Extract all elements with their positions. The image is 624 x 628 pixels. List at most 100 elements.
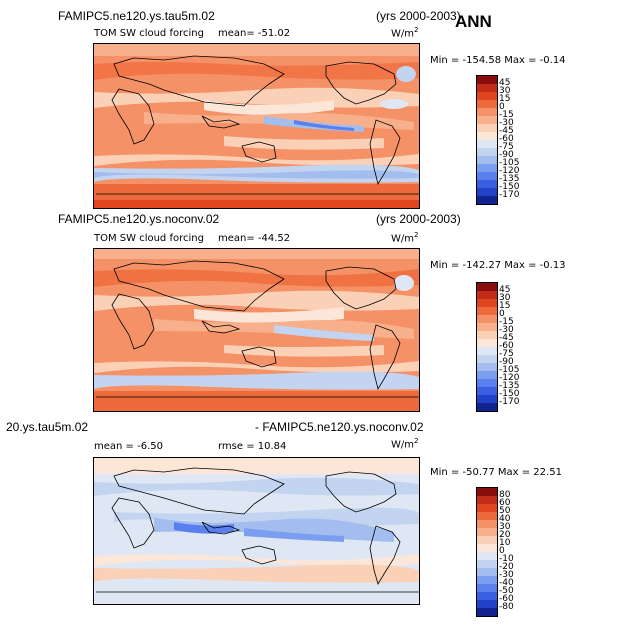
colorbar-swatch xyxy=(477,600,497,608)
colorbar-swatch xyxy=(477,395,497,403)
panel2-map xyxy=(93,248,420,412)
panel2-mean: mean= -44.52 xyxy=(218,233,291,244)
colorbar-label: -135 xyxy=(499,174,520,184)
colorbar-label: -30 xyxy=(499,325,514,335)
colorbar-swatch xyxy=(477,299,497,307)
panel1-case-title: FAMIPC5.ne120.ys.tau5m.02 xyxy=(58,9,215,23)
colorbar-label: 30 xyxy=(499,86,511,96)
panel1-mean: mean= -51.02 xyxy=(218,28,291,39)
panel1-field-title: TOM SW cloud forcing xyxy=(94,28,204,39)
panel1-minmax: Min = -154.58 Max = -0.14 xyxy=(430,55,566,66)
colorbar-label: -150 xyxy=(499,389,520,399)
colorbar-label: -15 xyxy=(499,317,514,327)
colorbar-label: 40 xyxy=(499,514,511,524)
colorbar-swatch xyxy=(477,560,497,568)
colorbar-label: -170 xyxy=(499,190,520,200)
panel1-years: (yrs 2000-2003) xyxy=(376,9,461,23)
colorbar-label: 0 xyxy=(499,546,505,556)
annual-label: ANN xyxy=(455,12,492,31)
colorbar-label: 80 xyxy=(499,490,511,500)
colorbar-swatch xyxy=(477,108,497,116)
colorbar-swatch xyxy=(477,315,497,323)
colorbar-label: -90 xyxy=(499,150,514,160)
colorbar-swatch xyxy=(477,140,497,148)
colorbar-label: 15 xyxy=(499,94,511,104)
colorbar-swatch xyxy=(477,283,497,291)
panel2-minmax: Min = -142.27 Max = -0.13 xyxy=(430,260,566,271)
colorbar-label: -80 xyxy=(499,602,514,612)
colorbar-swatch xyxy=(477,544,497,552)
panel3-colorbar xyxy=(476,487,498,617)
colorbar-label: -75 xyxy=(499,142,514,152)
colorbar-label: -30 xyxy=(499,570,514,580)
colorbar-swatch xyxy=(477,172,497,180)
colorbar-swatch xyxy=(477,576,497,584)
colorbar-label: 10 xyxy=(499,538,511,548)
panel2-field-title: TOM SW cloud forcing xyxy=(94,233,204,244)
panel3-rmse: rmse = 10.84 xyxy=(218,441,287,452)
colorbar-label: -60 xyxy=(499,341,514,351)
colorbar-label: 0 xyxy=(499,309,505,319)
colorbar-swatch xyxy=(477,347,497,355)
colorbar-swatch xyxy=(477,504,497,512)
colorbar-label: 60 xyxy=(499,498,511,508)
colorbar-swatch xyxy=(477,307,497,315)
colorbar-swatch xyxy=(477,512,497,520)
colorbar-swatch xyxy=(477,132,497,140)
panel3-units: W/m2 xyxy=(391,437,419,451)
colorbar-label: -45 xyxy=(499,126,514,136)
colorbar-swatch xyxy=(477,568,497,576)
colorbar-swatch xyxy=(477,76,497,84)
colorbar-swatch xyxy=(477,488,497,496)
colorbar-label: -75 xyxy=(499,349,514,359)
colorbar-swatch xyxy=(477,584,497,592)
colorbar-label: 50 xyxy=(499,506,511,516)
panel2-years: (yrs 2000-2003) xyxy=(376,212,461,226)
colorbar-swatch xyxy=(477,92,497,100)
colorbar-label: -105 xyxy=(499,158,520,168)
colorbar-swatch xyxy=(477,387,497,395)
colorbar-label: -50 xyxy=(499,586,514,596)
colorbar-label: 20 xyxy=(499,530,511,540)
colorbar-label: -20 xyxy=(499,562,514,572)
colorbar-swatch xyxy=(477,520,497,528)
colorbar-label: -150 xyxy=(499,182,520,192)
colorbar-swatch xyxy=(477,403,497,411)
colorbar-label: 45 xyxy=(499,78,511,88)
colorbar-swatch xyxy=(477,116,497,124)
colorbar-swatch xyxy=(477,291,497,299)
colorbar-label: -40 xyxy=(499,578,514,588)
panel3-case-title-right: - FAMIPC5.ne120.ys.noconv.02 xyxy=(255,420,424,434)
colorbar-label: -105 xyxy=(499,365,520,375)
colorbar-label: -30 xyxy=(499,118,514,128)
colorbar-swatch xyxy=(477,339,497,347)
colorbar-label: -45 xyxy=(499,333,514,343)
panel2-colorbar xyxy=(476,282,498,412)
colorbar-label: 30 xyxy=(499,293,511,303)
panel2-units: W/m2 xyxy=(391,231,419,245)
colorbar-label: 30 xyxy=(499,522,511,532)
colorbar-swatch xyxy=(477,180,497,188)
colorbar-label: 0 xyxy=(499,102,505,112)
colorbar-label: -15 xyxy=(499,110,514,120)
colorbar-label: 15 xyxy=(499,301,511,311)
panel1-map xyxy=(93,43,420,209)
colorbar-swatch xyxy=(477,323,497,331)
panel3-case-title-left: 20.ys.tau5m.02 xyxy=(6,420,89,434)
colorbar-label: -120 xyxy=(499,166,520,176)
panel1-units: W/m2 xyxy=(391,26,419,40)
panel3-minmax: Min = -50.77 Max = 22.51 xyxy=(430,467,562,478)
colorbar-label: -120 xyxy=(499,373,520,383)
colorbar-label: 45 xyxy=(499,285,511,295)
colorbar-swatch xyxy=(477,196,497,204)
colorbar-label: -170 xyxy=(499,397,520,407)
colorbar-swatch xyxy=(477,528,497,536)
colorbar-label: -135 xyxy=(499,381,520,391)
colorbar-label: -60 xyxy=(499,594,514,604)
panel3-map xyxy=(93,457,420,605)
colorbar-swatch xyxy=(477,148,497,156)
colorbar-swatch xyxy=(477,331,497,339)
colorbar-swatch xyxy=(477,164,497,172)
colorbar-swatch xyxy=(477,188,497,196)
colorbar-swatch xyxy=(477,536,497,544)
